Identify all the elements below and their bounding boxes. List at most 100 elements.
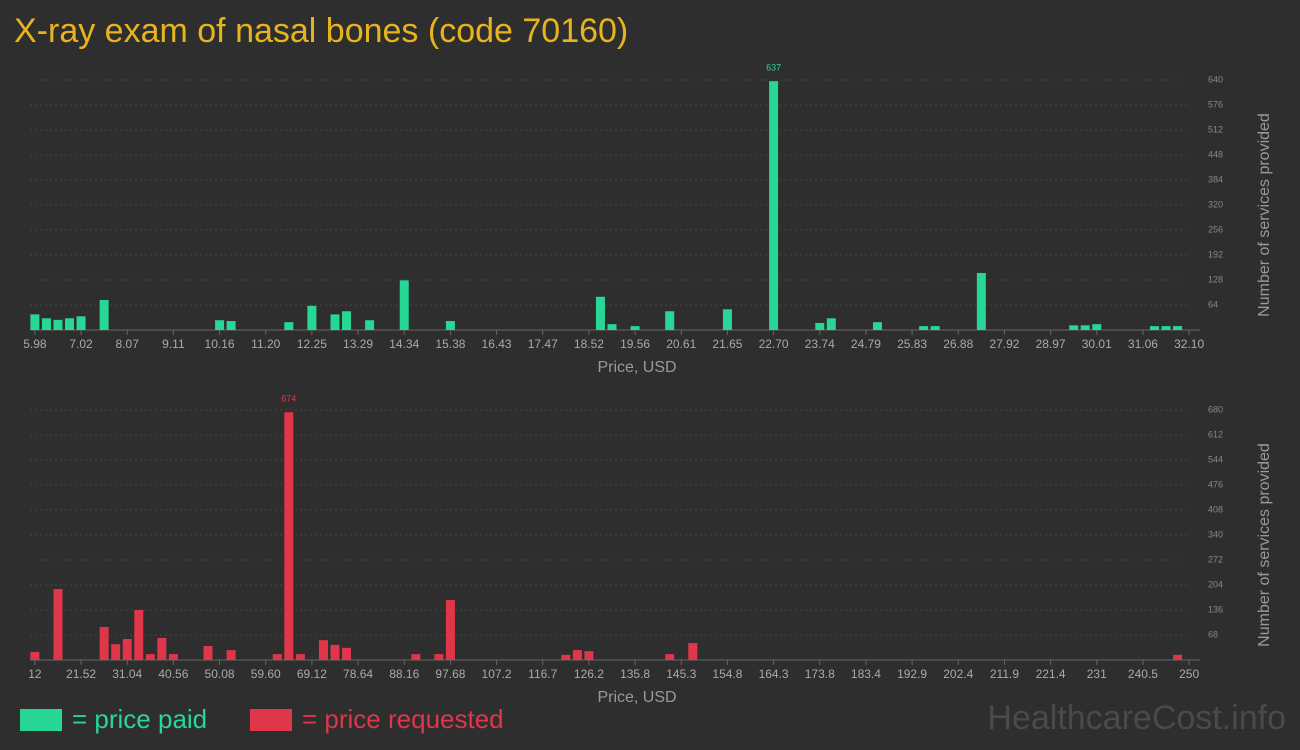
- bar: [1080, 325, 1090, 330]
- bar: [584, 651, 594, 660]
- y-tick-label: 128: [1208, 274, 1223, 284]
- x-tick-label: 10.16: [205, 337, 235, 351]
- x-tick-label: 116.7: [528, 667, 557, 681]
- y-tick-label: 272: [1208, 554, 1223, 564]
- x-axis-label: Price, USD: [597, 689, 676, 706]
- x-tick-label: 24.79: [851, 337, 881, 351]
- bar: [1173, 654, 1183, 660]
- x-tick-label: 14.34: [389, 337, 419, 351]
- x-tick-label: 5.98: [23, 337, 47, 351]
- y-tick-label: 476: [1208, 479, 1223, 489]
- x-tick-label: 202.4: [943, 667, 973, 681]
- x-tick-label: 50.08: [205, 667, 235, 681]
- y-tick-label: 320: [1208, 199, 1223, 209]
- y-tick-label: 204: [1208, 579, 1223, 589]
- bar: [65, 318, 75, 330]
- x-tick-label: 7.02: [69, 337, 93, 351]
- bar: [272, 654, 282, 660]
- x-tick-label: 18.52: [574, 337, 604, 351]
- bar: [342, 311, 352, 330]
- y-tick-label: 384: [1208, 174, 1223, 184]
- bar: [215, 320, 225, 330]
- bar: [99, 626, 109, 660]
- bar: [572, 650, 582, 660]
- legend-label: = price paid: [72, 704, 207, 734]
- peak-label: 674: [281, 394, 296, 404]
- x-tick-label: 21.65: [712, 337, 742, 351]
- bar: [769, 81, 779, 330]
- bar: [203, 646, 213, 660]
- x-tick-label: 12.25: [297, 337, 327, 351]
- y-tick-label: 408: [1208, 504, 1223, 514]
- y-tick-label: 512: [1208, 124, 1223, 134]
- y-tick-label: 448: [1208, 149, 1223, 159]
- bar: [607, 324, 617, 330]
- x-tick-label: 30.01: [1082, 337, 1112, 351]
- x-tick-label: 40.56: [158, 667, 188, 681]
- x-tick-label: 154.8: [712, 667, 742, 681]
- bar: [76, 316, 86, 330]
- bar: [41, 318, 51, 330]
- x-tick-label: 107.2: [482, 667, 512, 681]
- legend-label: = price requested: [302, 704, 504, 734]
- x-tick-label: 88.16: [389, 667, 419, 681]
- y-tick-label: 136: [1208, 604, 1223, 614]
- bar: [111, 644, 121, 660]
- bar: [365, 320, 375, 330]
- bar: [99, 299, 109, 330]
- x-tick-label: 23.74: [805, 337, 835, 351]
- y-tick-label: 68: [1208, 629, 1218, 639]
- bar: [168, 654, 178, 660]
- y-tick-label: 640: [1208, 74, 1223, 84]
- bar: [665, 311, 675, 330]
- legend-swatch: [20, 709, 62, 731]
- bar: [226, 650, 236, 660]
- bar: [561, 654, 571, 660]
- x-axis-label: Price, USD: [597, 359, 676, 376]
- bar: [815, 322, 825, 330]
- y-tick-label: 680: [1208, 404, 1223, 414]
- y-axis-label: Number of services provided: [1256, 113, 1273, 317]
- bar: [434, 654, 444, 660]
- bar: [307, 305, 317, 330]
- bar: [1069, 325, 1079, 330]
- x-tick-label: 192.9: [897, 667, 927, 681]
- bar: [30, 314, 40, 330]
- bar: [284, 412, 294, 660]
- bar: [122, 639, 132, 660]
- x-tick-label: 11.20: [251, 337, 280, 351]
- x-tick-label: 16.43: [482, 337, 512, 351]
- x-tick-label: 25.83: [897, 337, 927, 351]
- x-tick-label: 78.64: [343, 667, 373, 681]
- y-tick-label: 612: [1208, 429, 1223, 439]
- bar: [976, 272, 986, 330]
- bar: [53, 589, 63, 660]
- x-tick-label: 22.70: [759, 337, 789, 351]
- bar: [318, 640, 328, 660]
- bar: [872, 322, 882, 330]
- bar: [826, 318, 836, 330]
- x-tick-label: 17.47: [528, 337, 558, 351]
- y-tick-label: 192: [1208, 249, 1223, 259]
- bar: [688, 643, 698, 660]
- y-tick-label: 256: [1208, 224, 1223, 234]
- bar: [930, 326, 940, 330]
- x-tick-label: 126.2: [574, 667, 604, 681]
- x-tick-label: 231: [1087, 667, 1107, 681]
- x-tick-label: 28.97: [1036, 337, 1066, 351]
- bar: [53, 319, 63, 330]
- bar: [1149, 326, 1159, 330]
- bar: [445, 321, 455, 330]
- bar: [330, 314, 340, 330]
- x-tick-label: 15.38: [435, 337, 465, 351]
- bar: [342, 647, 352, 660]
- x-tick-label: 31.04: [112, 667, 142, 681]
- y-axis-label: Number of services provided: [1256, 443, 1273, 647]
- x-tick-label: 59.60: [251, 667, 281, 681]
- x-tick-label: 69.12: [297, 667, 327, 681]
- y-tick-label: 544: [1208, 454, 1223, 464]
- bar: [226, 321, 236, 330]
- x-tick-label: 26.88: [943, 337, 973, 351]
- x-tick-label: 12: [28, 667, 42, 681]
